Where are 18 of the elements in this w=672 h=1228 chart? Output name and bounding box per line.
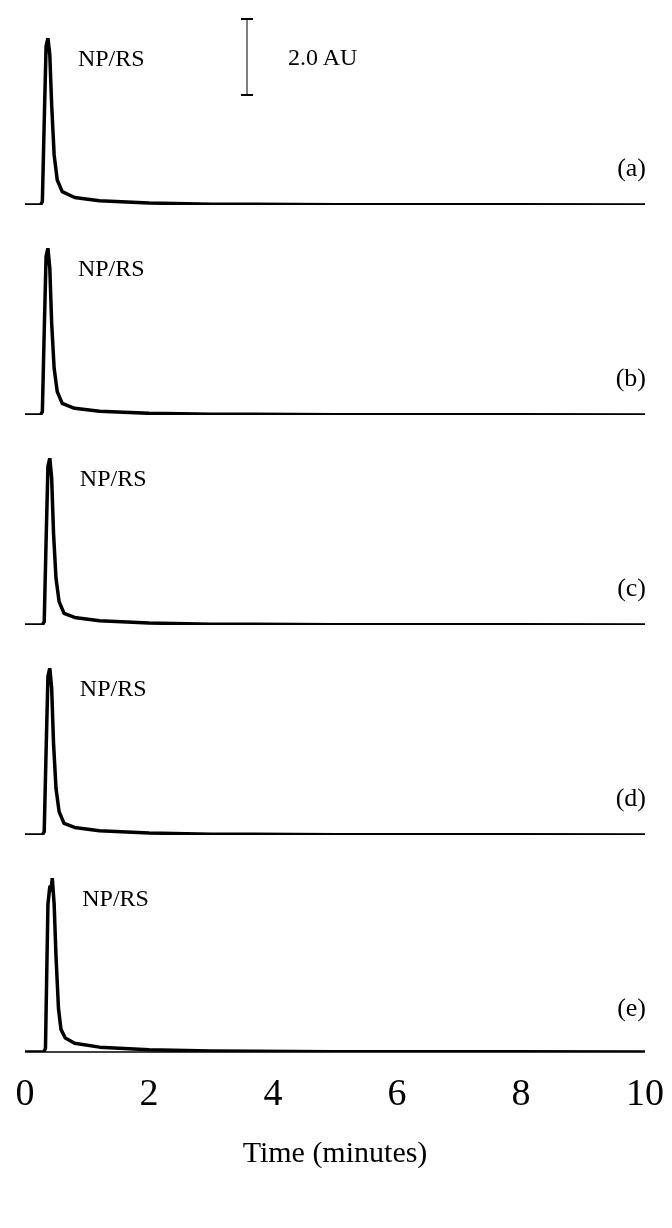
annotation: NP/RS	[77, 45, 145, 71]
annotation: NP/RS	[82, 885, 149, 911]
annotation: (a)	[617, 153, 646, 183]
annotation: (c)	[617, 573, 646, 603]
x-tick-label: 4	[263, 1070, 283, 1113]
x-tick-label: 6	[387, 1070, 407, 1113]
annotation: 2.0 AU	[288, 44, 358, 71]
x-tick-label: 2	[139, 1070, 159, 1113]
x-tick-label: 8	[511, 1070, 531, 1113]
x-tick-label: 0	[15, 1070, 35, 1113]
annotation: (d)	[615, 783, 646, 813]
annotation: NP/RS	[79, 675, 147, 701]
x-tick-label: 10	[626, 1070, 664, 1113]
annotation: (b)	[615, 363, 646, 393]
annotation: (e)	[617, 993, 646, 1023]
annotation: NP/RS	[77, 255, 145, 281]
annotation: NP/RS	[79, 465, 147, 491]
x-axis-title: Time (minutes)	[242, 1135, 428, 1169]
